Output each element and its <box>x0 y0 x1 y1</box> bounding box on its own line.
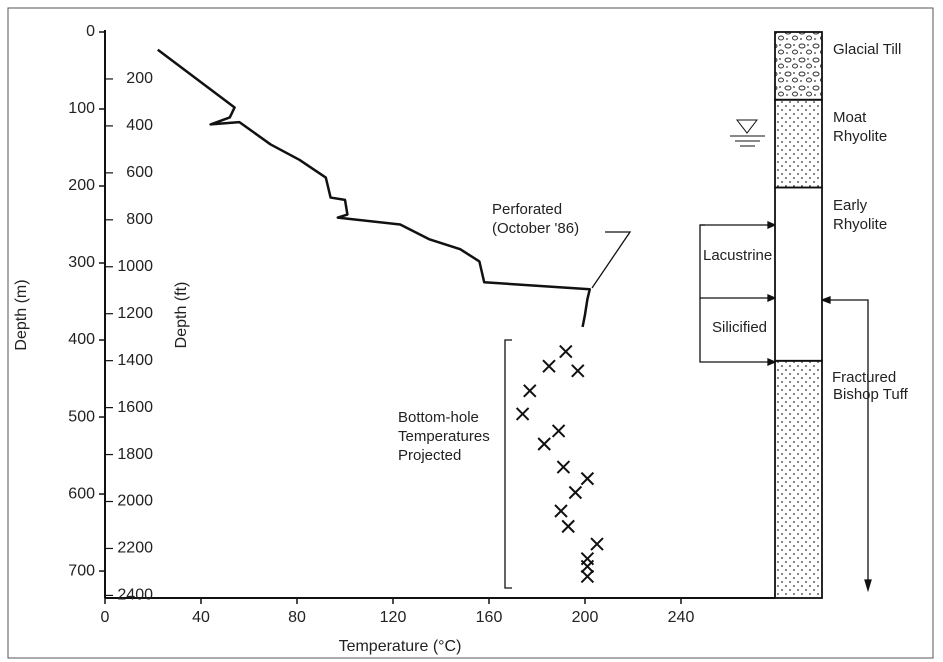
lithology-unit <box>774 98 823 189</box>
bottom-hole-marker <box>542 359 556 373</box>
annotation: Silicified <box>712 319 768 336</box>
bottom-hole-marker <box>580 471 595 486</box>
x-tick-label: 160 <box>476 609 503 626</box>
y-tick-label: 500 <box>68 408 95 425</box>
x-tick-label: 240 <box>668 609 695 626</box>
bottom-hole-marker <box>580 569 595 584</box>
y2-tick-label: 1000 <box>117 258 153 275</box>
bottom-hole-marker <box>551 424 566 438</box>
y2-tick-label: 800 <box>126 211 153 228</box>
x-tick-label: 120 <box>380 609 407 626</box>
x-axis-title: Temperature (°C) <box>339 638 462 655</box>
bottom-hole-marker <box>580 559 595 574</box>
lithology-unit <box>774 359 823 599</box>
water-table <box>730 119 765 147</box>
bottom-hole-marker <box>590 537 604 551</box>
y-axis-title: Depth (m) <box>13 279 30 350</box>
y-tick-label: 200 <box>68 177 95 194</box>
y2-tick-label: 400 <box>126 117 153 134</box>
leaders <box>504 221 872 593</box>
y2-axis-title: Depth (ft) <box>173 282 190 349</box>
annotation: Perforated (October '86) <box>492 201 580 237</box>
bottom-hole-marker <box>556 460 571 474</box>
x-tick-label: 80 <box>288 609 306 626</box>
bottom-hole-marker <box>554 504 568 518</box>
y2-tick-label: 2000 <box>117 493 153 510</box>
frame <box>7 7 934 659</box>
unit-label: Bishop Tuff <box>833 385 908 403</box>
lithology-unit <box>774 31 823 101</box>
y-tick-label: 100 <box>68 100 95 117</box>
y2-tick-label: 1400 <box>117 352 153 369</box>
unit-label: Early Rhyolite <box>833 196 888 233</box>
y2-tick-label: 1600 <box>117 399 153 416</box>
lithology-unit <box>774 186 823 362</box>
annotation: Fractured <box>832 369 897 386</box>
y-tick-label: 600 <box>68 485 95 502</box>
y-tick-label: 400 <box>68 331 95 348</box>
y2-tick-label: 1800 <box>117 446 153 463</box>
x-tick-label: 40 <box>192 609 210 626</box>
y2-tick-label: 2400 <box>117 587 153 604</box>
bottom-hole-marker <box>523 384 537 398</box>
bottom-hole-marker <box>561 519 575 534</box>
annotation: Bottom-hole Temperatures Projected <box>398 409 490 464</box>
bottom-hole-marker <box>568 485 583 500</box>
y-tick-label: 0 <box>86 23 95 40</box>
bottom-hole-marker <box>537 437 551 451</box>
y2-tick-label: 2200 <box>117 540 153 557</box>
bottom-hole-marker <box>571 364 585 378</box>
bottom-hole-marker <box>515 407 530 421</box>
y2-tick-label: 200 <box>126 70 153 87</box>
x-tick-label: 0 <box>101 609 110 626</box>
y-tick-label: 700 <box>68 562 95 579</box>
bottom-hole-marker <box>559 344 573 359</box>
x-tick-label: 200 <box>572 609 599 626</box>
y-tick-label: 300 <box>68 254 95 271</box>
temperature-line <box>157 48 592 328</box>
y2-tick-label: 600 <box>126 164 153 181</box>
annotation: Lacustrine <box>703 247 773 264</box>
y2-tick-label: 1200 <box>117 305 153 322</box>
unit-label: Moat Rhyolite <box>833 108 888 145</box>
unit-label: Glacial Till <box>833 41 902 58</box>
